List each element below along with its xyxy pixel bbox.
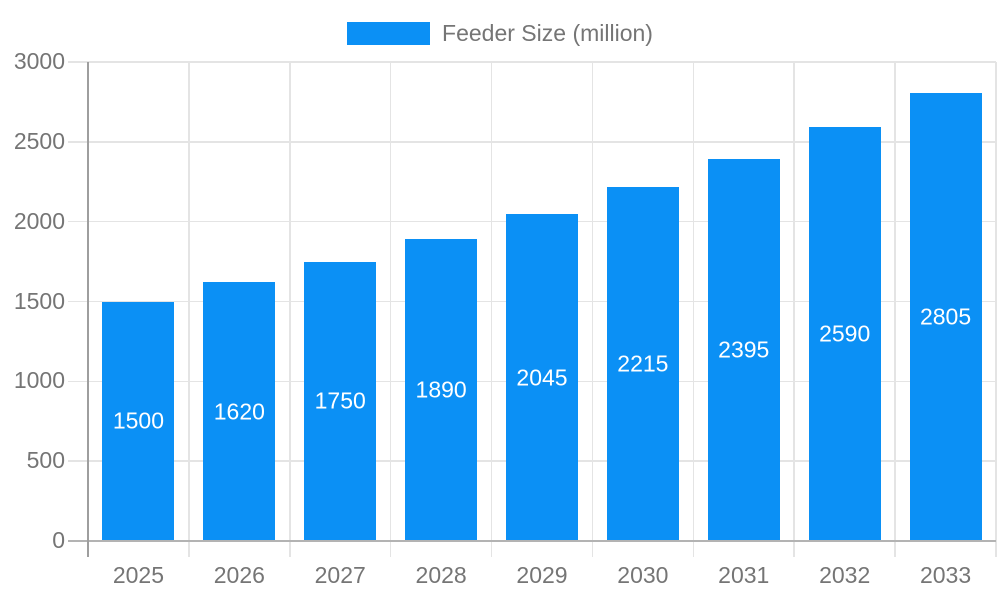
bar-2025[interactable] <box>102 301 175 541</box>
gridline-vertical <box>894 62 896 557</box>
y-axis-line <box>87 62 89 557</box>
bar-2028[interactable] <box>405 239 478 541</box>
bar-value-label: 1890 <box>415 376 467 403</box>
x-axis-tick-label: 2030 <box>617 562 669 588</box>
bar-2032[interactable] <box>808 127 881 541</box>
y-axis-tick-label: 2000 <box>13 207 65 234</box>
gridline-vertical <box>692 62 695 557</box>
y-axis-tick-label: 3000 <box>13 47 65 74</box>
gridline-vertical <box>591 62 594 557</box>
x-axis-tick-label: 2031 <box>718 562 770 588</box>
x-axis-tick-label: 2032 <box>819 562 871 588</box>
y-axis-tick-label: 1500 <box>13 287 65 314</box>
bar-value-label: 1750 <box>314 387 366 414</box>
y-axis-tick-label: 0 <box>52 526 65 553</box>
gridline-vertical <box>289 62 291 557</box>
bar-value-label: 2215 <box>617 350 669 377</box>
x-axis-tick-label: 2025 <box>112 562 165 588</box>
gridline-vertical <box>389 62 392 557</box>
bar-value-label: 2590 <box>819 320 871 347</box>
gridline-horizontal <box>68 141 996 143</box>
gridline-vertical <box>188 62 190 557</box>
gridline-vertical <box>995 62 997 557</box>
legend-swatch <box>347 22 431 45</box>
y-axis-tick-label: 2500 <box>13 127 65 154</box>
bar-value-label: 1500 <box>112 407 165 434</box>
y-axis-tick-label: 1000 <box>13 367 65 394</box>
gridline-vertical <box>793 62 795 557</box>
bar-value-label: 2805 <box>919 303 972 330</box>
bar-2033[interactable] <box>909 93 982 541</box>
x-axis-tick-label: 2033 <box>919 562 972 588</box>
bar-value-label: 2395 <box>718 336 770 363</box>
gridline-horizontal <box>68 61 996 63</box>
bar-2029[interactable] <box>506 214 578 541</box>
bar-2027[interactable] <box>304 261 377 541</box>
bar-value-label: 2045 <box>516 364 568 391</box>
x-axis-tick-label: 2026 <box>213 562 265 588</box>
bar-2026[interactable] <box>203 282 276 541</box>
gridline-vertical <box>490 62 493 557</box>
chart-legend[interactable]: Feeder Size (million) <box>0 20 1000 47</box>
bar-value-label: 1620 <box>213 398 265 425</box>
bar-2031[interactable] <box>707 158 780 541</box>
bar-2030[interactable] <box>606 187 679 541</box>
y-axis-tick-label: 500 <box>26 447 65 474</box>
x-axis-tick-label: 2027 <box>314 562 366 588</box>
x-axis-tick-label: 2028 <box>415 562 467 588</box>
legend-label: Feeder Size (million) <box>442 20 653 46</box>
x-axis-tick-label: 2029 <box>516 562 568 588</box>
x-axis-baseline <box>68 540 996 542</box>
